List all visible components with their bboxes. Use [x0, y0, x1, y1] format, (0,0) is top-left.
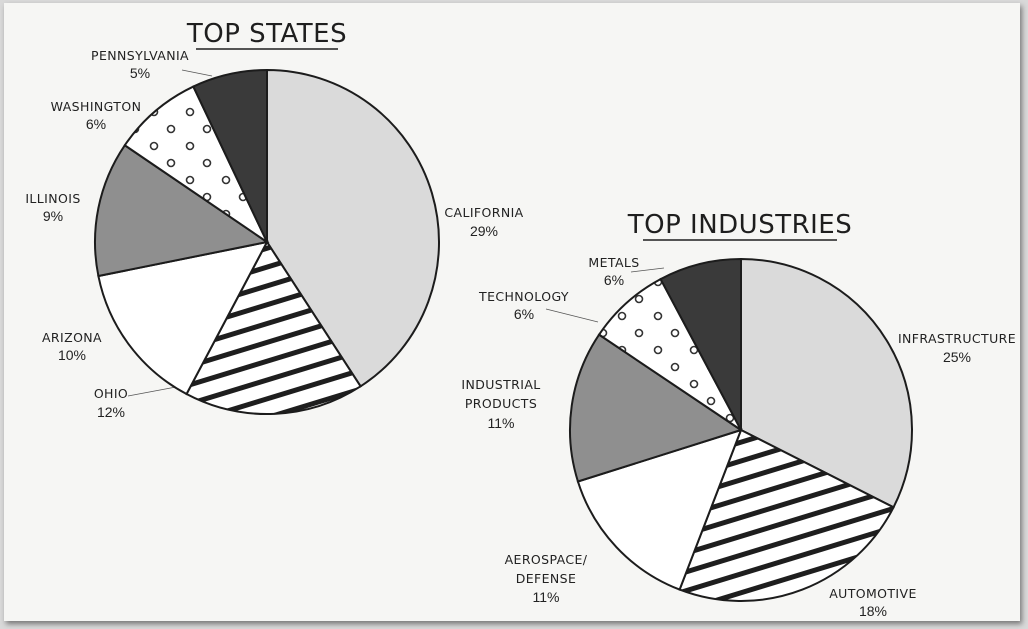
slice-percentage: 11% — [488, 415, 515, 431]
pie-slice-metals — [659, 257, 742, 431]
slice-label: OHIO — [94, 386, 128, 401]
pie-slice-infrastructure — [740, 257, 913, 509]
slice-percentage: 18% — [859, 603, 887, 619]
pie-slice-automotive — [678, 428, 895, 602]
slice-percentage: 12% — [97, 404, 125, 420]
pie-slice-industrial-products — [569, 333, 744, 483]
slice-label: PENNSYLVANIA — [91, 48, 189, 63]
chart-title: TOP INDUSTRIES — [627, 210, 853, 240]
slice-percentage: 5% — [130, 65, 150, 81]
slice-label: WASHINGTON — [51, 99, 142, 114]
pie-slice-washington — [123, 85, 270, 245]
slice-label: INFRASTRUCTURE — [898, 331, 1016, 346]
pie-slice-ohio — [185, 240, 362, 415]
slice-percentage: 6% — [514, 306, 534, 322]
slice-percentage: 6% — [604, 272, 624, 288]
slice-label: AEROSPACE/DEFENSE — [505, 552, 588, 586]
slice-percentage: 6% — [86, 116, 106, 132]
chart-title: TOP STATES — [186, 19, 347, 49]
slice-label: AUTOMOTIVE — [829, 586, 917, 601]
pie-slice-illinois — [94, 143, 270, 278]
pie-chart-top-industries: TOP INDUSTRIES INFRASTRUCTURE 25% AUTOMOTIV… — [461, 210, 1016, 619]
leader-line — [545, 308, 599, 323]
slice-label: TECHNOLOGY — [478, 289, 569, 304]
slice-label: CALIFORNIA — [444, 205, 523, 220]
slice-percentage: 10% — [58, 347, 86, 363]
pie-chart-top-states: TOP STATES CALIFORNIA 29% OHIO 12% ARIZONA 10%… — [25, 19, 523, 420]
leader-line — [630, 267, 665, 273]
slice-label: INDUSTRIAL PRODUCTS — [461, 377, 540, 411]
slice-label: METALS — [588, 255, 639, 270]
pie-slice-aerospace-defense — [576, 428, 743, 591]
slice-percentage: 11% — [533, 589, 560, 605]
pie-slice-arizona — [97, 240, 269, 396]
slice-percentage: 25% — [943, 349, 971, 365]
slice-label: ILLINOIS — [25, 191, 80, 206]
slice-percentage: 29% — [470, 223, 498, 239]
slice-label: ARIZONA — [42, 330, 102, 345]
leader-line — [181, 69, 213, 77]
leader-line — [127, 386, 177, 397]
pie-slice-pennsylvania — [192, 68, 268, 243]
slice-percentage: 9% — [43, 208, 63, 224]
